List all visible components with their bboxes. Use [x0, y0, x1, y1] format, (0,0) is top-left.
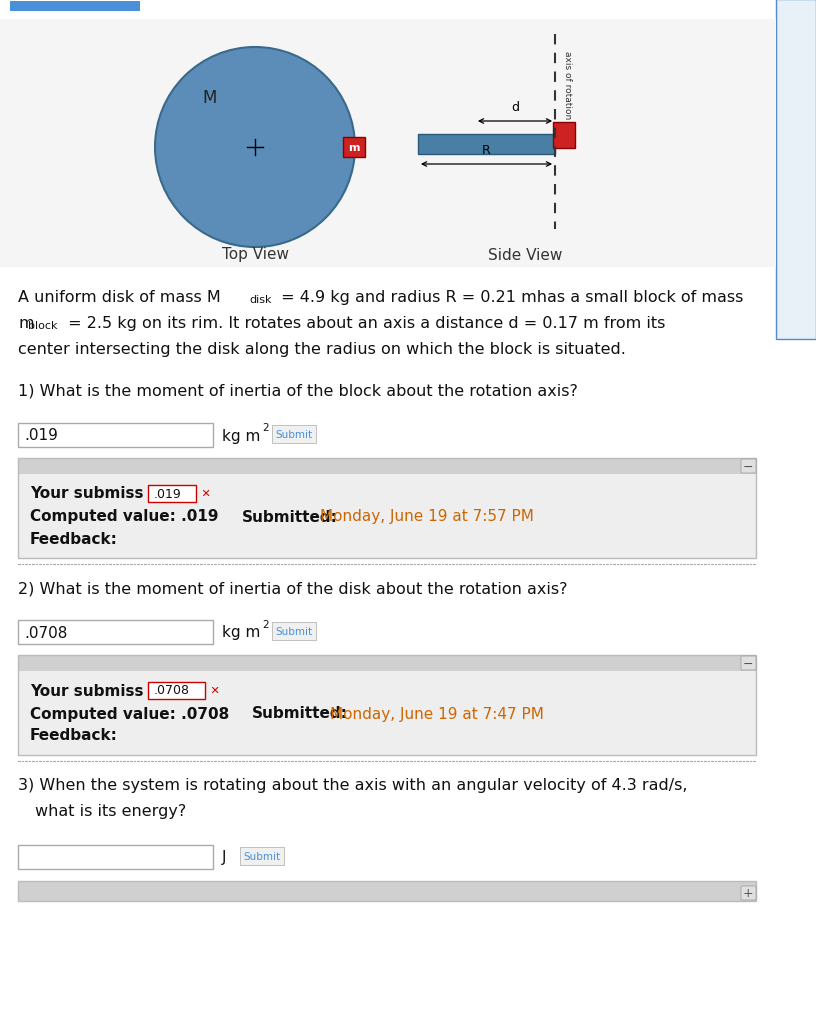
Text: .019: .019 [24, 428, 58, 443]
Text: Computed value: .019: Computed value: .019 [30, 510, 219, 524]
Text: R: R [482, 144, 491, 157]
FancyBboxPatch shape [240, 847, 284, 865]
Text: what is its energy?: what is its energy? [35, 803, 186, 818]
Text: Your submiss: Your submiss [30, 683, 144, 698]
Text: Computed value: .0708: Computed value: .0708 [30, 706, 229, 720]
Text: m: m [348, 143, 360, 153]
Text: 1) What is the moment of inertia of the block about the rotation axis?: 1) What is the moment of inertia of the … [18, 383, 578, 398]
Ellipse shape [155, 48, 355, 248]
Text: Monday, June 19 at 7:47 PM: Monday, June 19 at 7:47 PM [330, 706, 544, 720]
Text: Submit: Submit [276, 627, 313, 637]
Text: kg m: kg m [222, 428, 260, 443]
Text: .019: .019 [154, 487, 182, 500]
Text: Feedback:: Feedback: [30, 531, 118, 546]
Text: axis of rotation: axis of rotation [563, 51, 572, 119]
Bar [18, 672, 756, 755]
Text: block: block [28, 321, 57, 331]
Text: Side View: Side View [488, 248, 562, 262]
Bar [18, 459, 756, 475]
Text: 2: 2 [262, 620, 268, 630]
Text: = 2.5 kg on its rim. It rotates about an axis a distance d = 0.17 m from its: = 2.5 kg on its rim. It rotates about an… [63, 316, 665, 331]
FancyBboxPatch shape [18, 424, 213, 447]
Text: Feedback:: Feedback: [30, 728, 118, 743]
Bar [18, 475, 756, 558]
Bar [553, 123, 575, 149]
Text: Submitted:: Submitted: [252, 706, 348, 720]
FancyBboxPatch shape [272, 623, 316, 640]
FancyBboxPatch shape [741, 460, 756, 474]
FancyBboxPatch shape [18, 845, 213, 869]
Text: disk: disk [249, 294, 272, 305]
Text: ✕: ✕ [198, 488, 211, 498]
Text: Your submiss: Your submiss [30, 486, 144, 501]
Text: 2) What is the moment of inertia of the disk about the rotation axis?: 2) What is the moment of inertia of the … [18, 581, 567, 595]
Text: Submit: Submit [276, 430, 313, 439]
Text: ✕: ✕ [207, 686, 220, 695]
Bar [343, 138, 365, 158]
Text: A uniform disk of mass M: A uniform disk of mass M [18, 289, 221, 305]
Text: d: d [511, 101, 519, 114]
Text: J: J [222, 850, 227, 865]
Bar [776, 0, 816, 339]
Text: Top View: Top View [221, 248, 289, 262]
Text: +: + [743, 887, 753, 900]
Text: 3) When the system is rotating about the axis with an angular velocity of 4.3 ra: 3) When the system is rotating about the… [18, 777, 688, 792]
Text: M: M [203, 89, 217, 107]
FancyBboxPatch shape [272, 426, 316, 443]
Text: .0708: .0708 [24, 625, 68, 640]
Bar [10, 2, 140, 12]
FancyBboxPatch shape [741, 656, 756, 671]
Text: center intersecting the disk along the radius on which the block is situated.: center intersecting the disk along the r… [18, 341, 626, 357]
Bar [418, 135, 555, 155]
Text: kg m: kg m [222, 625, 260, 640]
Text: m: m [18, 316, 33, 331]
Bar [18, 881, 756, 901]
Text: Monday, June 19 at 7:57 PM: Monday, June 19 at 7:57 PM [320, 510, 534, 524]
Text: −: − [743, 657, 753, 669]
FancyBboxPatch shape [741, 887, 756, 900]
Bar [0, 20, 776, 268]
FancyBboxPatch shape [18, 621, 213, 644]
Text: Submitted:: Submitted: [242, 510, 338, 524]
Text: Submit: Submit [243, 851, 281, 861]
FancyBboxPatch shape [148, 683, 205, 699]
Text: 2: 2 [262, 423, 268, 433]
FancyBboxPatch shape [148, 485, 196, 502]
Bar [18, 655, 756, 672]
Text: = 4.9 kg and radius R = 0.21 mhas a small block of mass: = 4.9 kg and radius R = 0.21 mhas a smal… [276, 289, 743, 305]
Text: −: − [743, 460, 753, 473]
Text: .0708: .0708 [154, 684, 190, 697]
